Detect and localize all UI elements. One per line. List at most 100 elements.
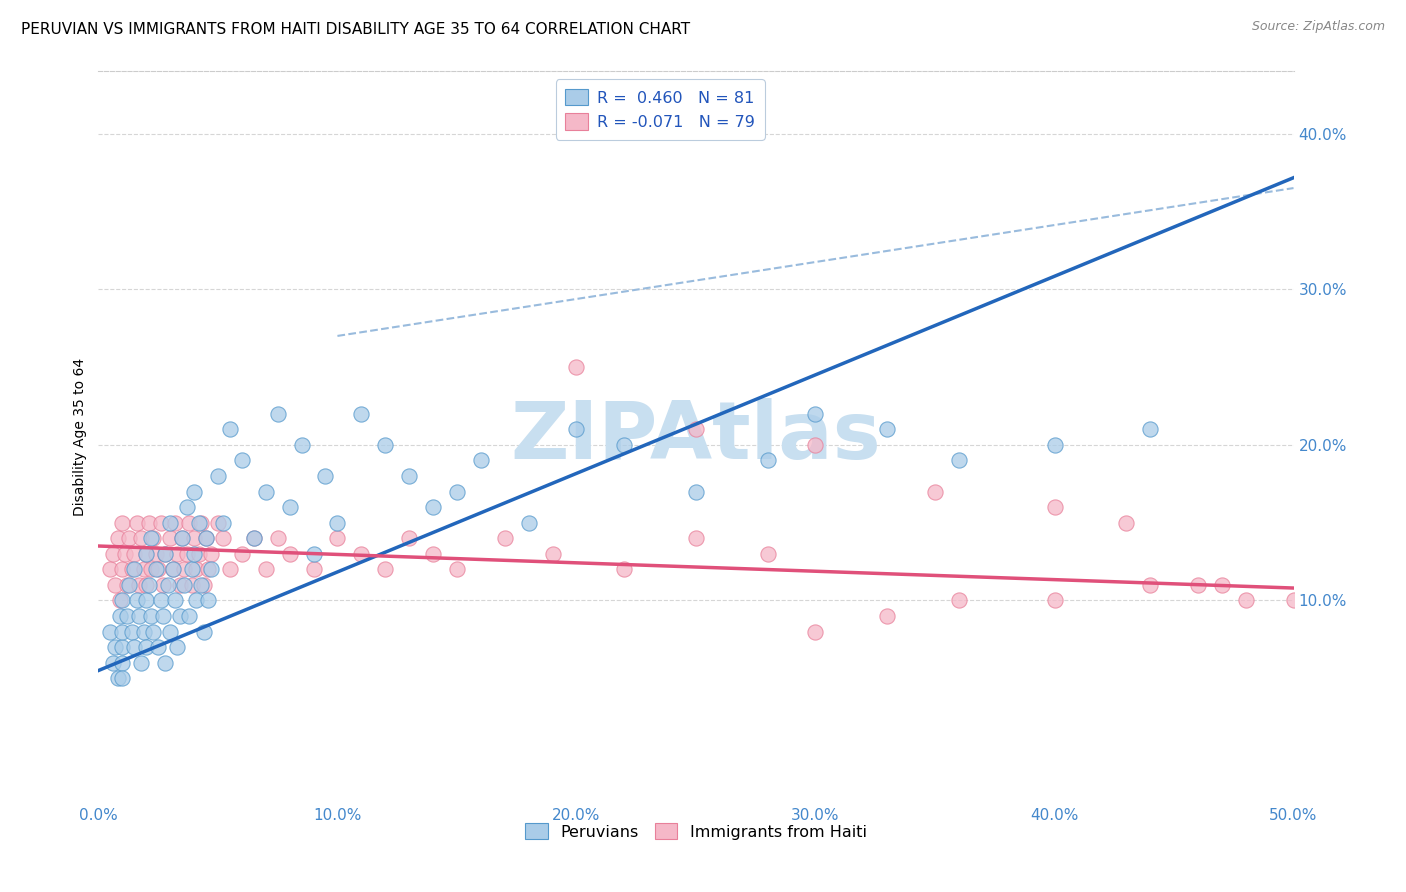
Point [152,609,174,624]
Point [152,578,174,592]
Point [183,547,205,561]
Point [104,640,127,655]
Point [186,593,208,607]
Point [180,562,202,576]
Point [207,516,229,530]
Point [1211,578,1233,592]
Point [197,562,219,576]
Y-axis label: Disability Age 35 to 64: Disability Age 35 to 64 [73,358,87,516]
Point [804,407,827,421]
Text: Source: ZipAtlas.com: Source: ZipAtlas.com [1251,20,1385,33]
Point [132,562,155,576]
Point [517,516,540,530]
Point [179,609,201,624]
Point [179,516,201,530]
Point [155,547,177,561]
Point [183,484,205,499]
Point [139,609,162,624]
Point [187,516,209,530]
Point [139,562,162,576]
Point [135,640,157,655]
Point [138,578,160,592]
Point [1043,438,1066,452]
Point [124,547,146,561]
Point [107,531,129,545]
Point [876,422,898,436]
Point [172,531,194,545]
Point [131,531,153,545]
Point [111,593,134,607]
Point [187,547,209,561]
Point [685,484,707,499]
Point [173,562,195,576]
Point [350,407,373,421]
Point [231,453,253,467]
Point [149,516,172,530]
Point [142,531,165,545]
Point [190,578,212,592]
Point [613,562,636,576]
Point [1115,516,1137,530]
Point [121,562,143,576]
Point [350,547,373,561]
Point [565,422,588,436]
Point [111,624,134,639]
Point [121,624,143,639]
Point [135,547,157,561]
Point [326,531,349,545]
Point [111,562,134,576]
Point [374,562,396,576]
Point [145,562,167,576]
Point [804,438,827,452]
Point [111,640,134,655]
Point [565,359,588,374]
Point [108,593,131,607]
Point [1234,593,1257,607]
Point [613,438,636,452]
Point [169,609,191,624]
Point [948,593,970,607]
Point [948,453,970,467]
Point [278,500,301,515]
Point [125,516,148,530]
Point [267,407,290,421]
Point [207,469,229,483]
Point [98,562,122,576]
Point [142,624,165,639]
Point [193,578,215,592]
Point [1187,578,1209,592]
Point [924,484,946,499]
Point [159,624,181,639]
Point [190,516,212,530]
Point [195,531,218,545]
Point [135,578,157,592]
Point [162,562,184,576]
Point [1043,500,1066,515]
Point [422,500,444,515]
Point [685,531,707,545]
Point [173,578,195,592]
Point [200,547,222,561]
Point [128,578,150,592]
Point [398,531,420,545]
Point [211,531,233,545]
Point [163,516,186,530]
Point [107,671,129,685]
Point [108,609,131,624]
Point [159,516,181,530]
Point [118,531,141,545]
Point [114,547,136,561]
Point [186,562,208,576]
Point [104,578,127,592]
Point [1282,593,1305,607]
Point [156,578,179,592]
Point [254,562,277,576]
Point [756,453,779,467]
Point [193,624,215,639]
Text: PERUVIAN VS IMMIGRANTS FROM HAITI DISABILITY AGE 35 TO 64 CORRELATION CHART: PERUVIAN VS IMMIGRANTS FROM HAITI DISABI… [21,22,690,37]
Point [148,562,170,576]
Point [1139,422,1161,436]
Point [756,547,779,561]
Point [398,469,420,483]
Point [111,671,134,685]
